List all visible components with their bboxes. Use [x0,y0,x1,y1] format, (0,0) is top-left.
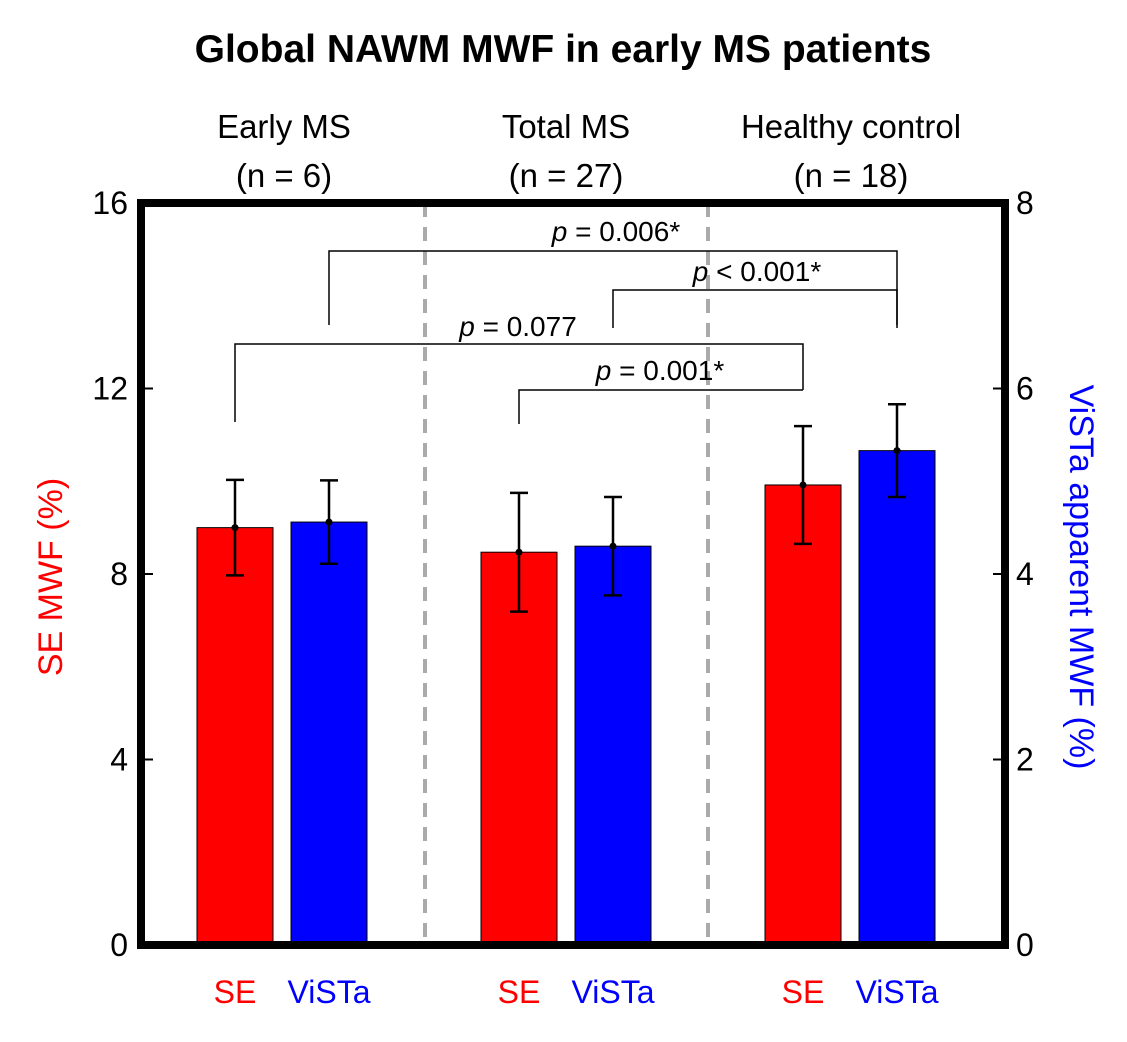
significance-label-2: p < 0.001* [692,256,822,287]
error-bar-se-group-3 [794,424,812,546]
category-label-vista-group-1: ViSTa [287,974,370,1010]
significance-label-1: p = 0.006* [551,216,681,247]
error-bar-vista-group-3 [888,403,906,499]
significance-bracket-4: p = 0.001* [518,355,803,424]
category-label-vista-group-2: ViSTa [571,974,654,1010]
y-left-tick-label: 4 [110,742,128,778]
y-axis-right-label: ViSTa apparent MWF (%) [1062,385,1100,770]
y-right-tick-label: 4 [1016,556,1034,592]
category-label-se-group-3: SE [782,974,825,1010]
significance-bracket-2: p < 0.001* [612,256,898,328]
y-axis-left-label: SE MWF (%) [32,478,70,676]
significance-bracket-3: p = 0.077 [234,311,804,422]
error-bar-se-group-2 [510,491,528,613]
bar-vista-group-3 [858,450,936,946]
y-right-tick-label: 0 [1016,927,1034,963]
y-left-tick-label: 0 [110,927,128,963]
chart-title: Global NAWM MWF in early MS patients [195,28,932,71]
group-label-early-ms: Early MS [217,108,351,145]
category-label-se-group-1: SE [214,974,257,1010]
significance-label-4: p = 0.001* [595,355,725,386]
significance-label-3: p = 0.077 [458,311,577,342]
category-label-se-group-2: SE [498,974,541,1010]
group-n-healthy-control: (n = 18) [794,157,909,194]
group-label-healthy-control: Healthy control [741,108,961,145]
y-right-tick-label: 6 [1016,371,1034,407]
y-left-tick-label: 16 [92,185,128,221]
category-label-vista-group-3: ViSTa [855,974,938,1010]
error-bar-vista-group-2 [604,495,622,597]
y-right-tick-label: 2 [1016,742,1034,778]
error-bar-vista-group-1 [320,479,338,566]
group-label-total-ms: Total MS [502,108,630,145]
significance-bracket-1: p = 0.006* [328,216,898,325]
bar-vista-group-1 [290,521,368,946]
group-n-total-ms: (n = 27) [509,157,624,194]
bar-se-group-3 [764,484,842,946]
error-bar-se-group-1 [226,478,244,577]
bar-vista-group-2 [574,545,652,946]
y-right-tick-label: 8 [1016,185,1034,221]
bar-se-group-1 [196,527,274,946]
y-left-tick-label: 8 [110,556,128,592]
group-n-early-ms: (n = 6) [236,157,332,194]
y-left-tick-label: 12 [92,371,128,407]
